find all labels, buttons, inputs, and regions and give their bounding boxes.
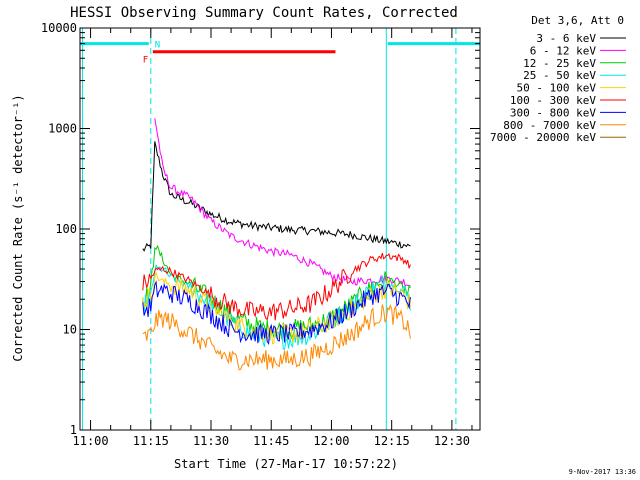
plot-area: NF bbox=[80, 28, 480, 430]
x-tick-label-6: 12:30 bbox=[434, 434, 470, 448]
y-tick-label-3: 1000 bbox=[48, 122, 77, 136]
series-line-1 bbox=[154, 118, 411, 288]
x-axis-label: Start Time (27-Mar-17 10:57:22) bbox=[174, 457, 398, 471]
x-tick-label-5: 12:15 bbox=[374, 434, 410, 448]
x-tick-label-3: 11:45 bbox=[253, 434, 289, 448]
footer-date: 9-Nov-2017 13:36 bbox=[569, 468, 636, 476]
series-line-0 bbox=[142, 141, 411, 252]
legend-label-6: 300 - 800 keV bbox=[510, 106, 596, 119]
legend-label-7: 800 - 7000 keV bbox=[503, 119, 596, 132]
y-tick-label-2: 100 bbox=[55, 222, 77, 236]
series-line-7 bbox=[142, 304, 411, 371]
legend-label-0: 3 - 6 keV bbox=[536, 32, 596, 45]
axes: 1 10 100 1000 10000 11:00 11:15 11:30 11:45 12:00… bbox=[41, 21, 481, 448]
annotation-N: N bbox=[155, 41, 160, 51]
legend-label-5: 100 - 300 keV bbox=[510, 94, 596, 107]
legend-label-3: 25 - 50 keV bbox=[523, 69, 596, 82]
series-line-3 bbox=[142, 263, 411, 350]
y-tick-label-0: 1 bbox=[70, 423, 77, 437]
legend-label-1: 6 - 12 keV bbox=[530, 44, 597, 57]
y-tick-label-1: 10 bbox=[63, 323, 77, 337]
x-tick-label-4: 12:00 bbox=[313, 434, 349, 448]
legend-label-8: 7000 - 20000 keV bbox=[490, 131, 596, 144]
y-axis-label: Corrected Count Rate (s⁻¹ detector⁻¹) bbox=[11, 94, 25, 361]
x-tick-label-1: 11:15 bbox=[133, 434, 169, 448]
legend-title: Det 3,6, Att 0 bbox=[531, 14, 624, 27]
series-line-6 bbox=[142, 280, 411, 345]
legend-label-4: 50 - 100 keV bbox=[517, 82, 597, 95]
x-tick-label-2: 11:30 bbox=[193, 434, 229, 448]
annotation-F: F bbox=[143, 55, 148, 65]
chart-title: HESSI Observing Summary Count Rates, Cor… bbox=[70, 5, 458, 21]
legend-label-2: 12 - 25 keV bbox=[523, 57, 596, 70]
series-line-5 bbox=[142, 252, 411, 321]
x-tick-label-0: 11:00 bbox=[73, 434, 109, 448]
y-tick-label-4: 10000 bbox=[41, 21, 77, 35]
